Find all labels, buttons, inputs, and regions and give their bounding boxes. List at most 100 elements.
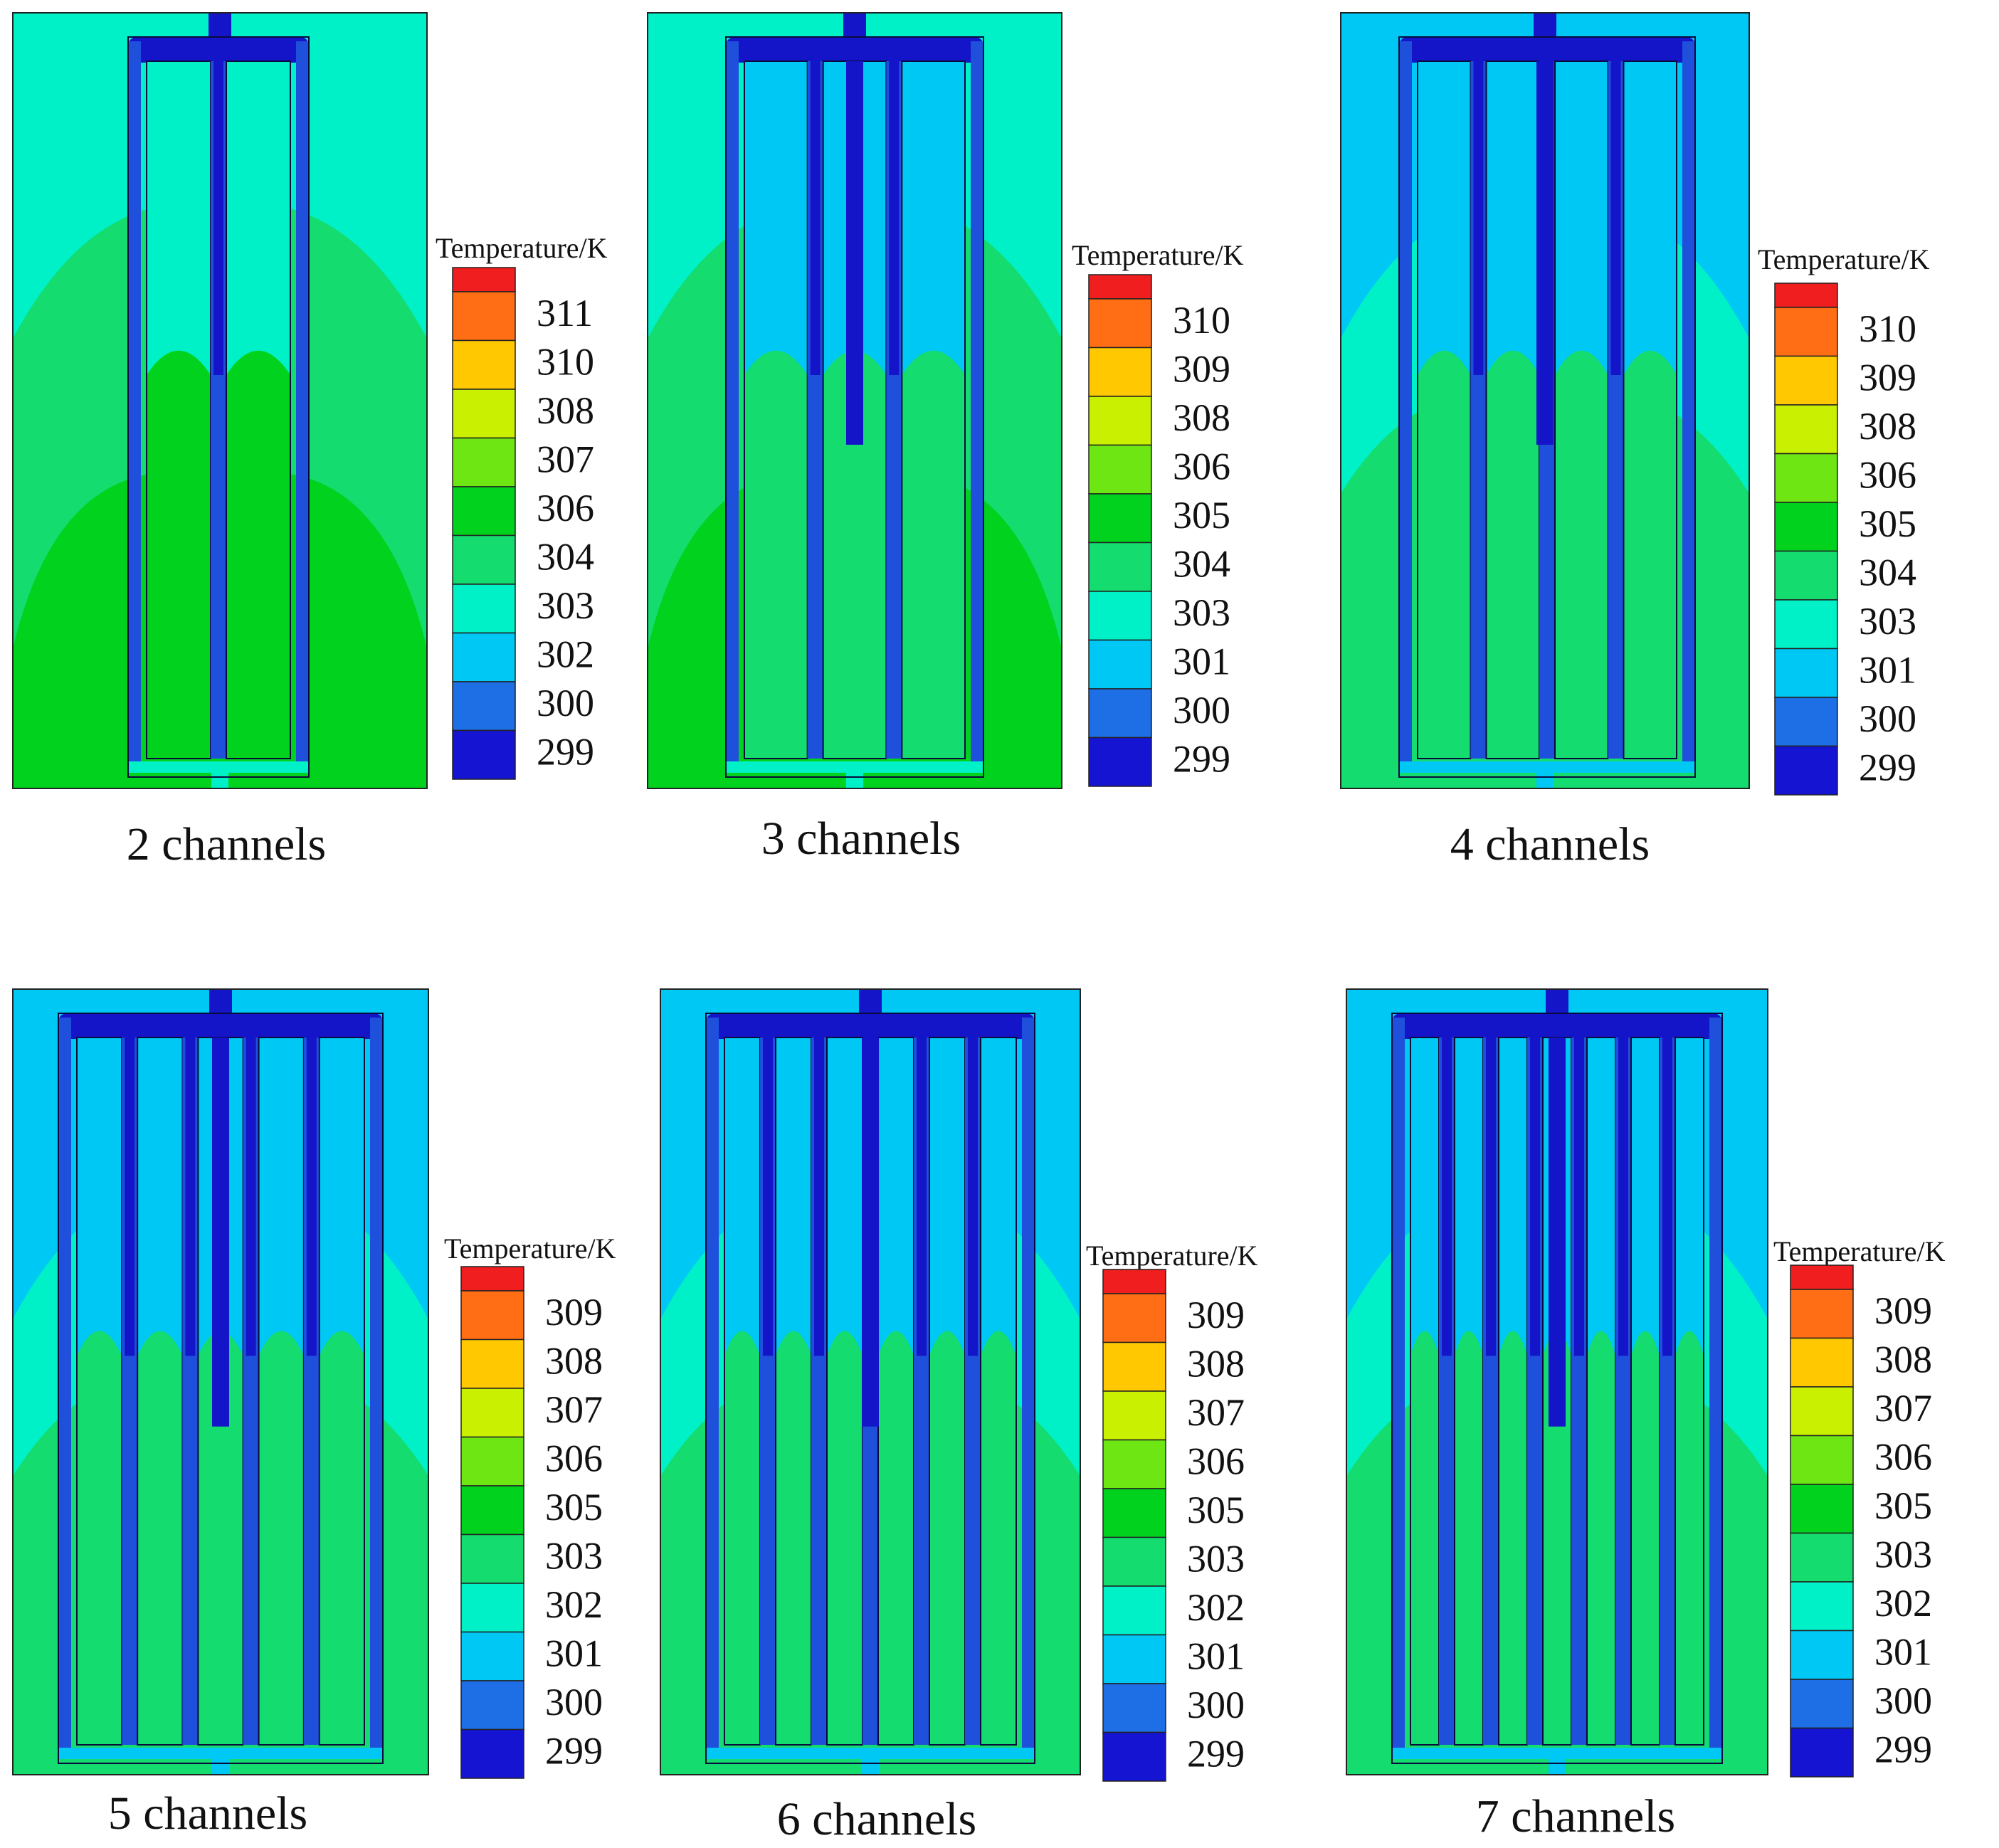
channel-fill-top: [77, 1037, 122, 1356]
legend-value: 310: [1859, 307, 1916, 350]
channel-outline: [980, 1037, 1017, 1746]
manifold-outline: [705, 1013, 1035, 1764]
legend-swatch: [1790, 1727, 1854, 1778]
header-pipe: [1399, 37, 1695, 63]
legend-value: 299: [1874, 1728, 1932, 1771]
channel-fill-top: [1418, 61, 1471, 375]
legend-swatch: [460, 1436, 524, 1487]
header-pipe: [1392, 1013, 1722, 1039]
legend-value: 299: [1187, 1733, 1245, 1775]
legend-swatch: [1102, 1634, 1166, 1684]
legend-value: 305: [1173, 494, 1230, 537]
channel-fill-top: [827, 1037, 863, 1356]
legend-value: 309: [1859, 357, 1916, 399]
channel-divider-core: [1473, 61, 1484, 375]
legend-value: 302: [545, 1583, 603, 1626]
channel-fill-top: [319, 1037, 364, 1356]
legend-swatch-top: [460, 1266, 524, 1292]
temperature-legend: Temperature/K 310 309 308 306 305 304 303 301 300…: [1072, 239, 1244, 787]
legend-swatch-top: [1088, 274, 1152, 300]
channel-fill-top: [724, 1037, 760, 1356]
cooling-channel: [1630, 1037, 1660, 1746]
channel-divider-core: [889, 61, 900, 375]
legend-value: 303: [537, 584, 594, 627]
legend-swatch: [1774, 550, 1838, 601]
channel-fill-top: [929, 1037, 965, 1356]
channel-divider-core: [1442, 1037, 1452, 1356]
legend-swatch: [452, 681, 516, 732]
header-pipe: [706, 1013, 1035, 1039]
legend-swatch: [460, 1339, 524, 1389]
legend-title: Temperature/K: [1758, 243, 1930, 275]
legend-value: 301: [545, 1632, 603, 1675]
cooling-channel: [775, 1037, 812, 1746]
legend-value: 307: [537, 438, 594, 481]
legend-swatch: [1790, 1532, 1854, 1583]
legend-swatch: [1790, 1581, 1854, 1632]
cooling-channel: [226, 60, 291, 759]
legend-value: 303: [1874, 1533, 1932, 1576]
frame-left: [1399, 41, 1412, 773]
legend-value: 309: [545, 1291, 603, 1334]
legend-swatch: [452, 291, 516, 342]
frame-right: [971, 41, 983, 773]
legend-swatch: [1102, 1731, 1166, 1782]
legend-title: Temperature/K: [1773, 1235, 1946, 1267]
frame-right: [1709, 1018, 1722, 1759]
legend-value: 308: [1874, 1339, 1932, 1381]
legend-swatch: [1774, 648, 1838, 698]
central-trunk: [862, 1037, 879, 1427]
legend-swatch: [1088, 298, 1152, 349]
panel-5-channels: Temperature/K 309 308 307 306 305 303 302 301 300…: [12, 988, 616, 1839]
cooling-channel: [1485, 60, 1540, 759]
frame-right: [1682, 41, 1695, 773]
legend-value: 306: [545, 1437, 603, 1480]
cooling-channel: [724, 1037, 761, 1746]
legend-swatch: [1774, 355, 1838, 406]
legend-value: 299: [537, 731, 594, 773]
legend-swatch: [1088, 639, 1152, 690]
legend-swatch: [1102, 1390, 1166, 1441]
legend-swatch: [1790, 1679, 1854, 1729]
legend-value: 301: [1187, 1635, 1245, 1678]
channel-outline: [1623, 60, 1677, 759]
temperature-field: [13, 989, 428, 1775]
cooling-channel: [744, 60, 808, 759]
legend-value: 305: [545, 1486, 603, 1528]
legend-value: 307: [545, 1388, 603, 1431]
channel-divider-core: [1618, 1037, 1628, 1356]
panel-border: [1346, 988, 1768, 1775]
legend-value: 300: [1859, 697, 1916, 740]
panel-border: [660, 988, 1081, 1775]
legend-swatch: [452, 729, 516, 780]
temperature-legend: Temperature/K 309 308 307 306 305 303 302 301 300…: [444, 1232, 616, 1779]
central-trunk: [1536, 61, 1554, 445]
legend-swatch: [452, 584, 516, 634]
legend-swatch: [452, 486, 516, 537]
legend-value: 306: [1874, 1436, 1932, 1479]
legend-swatch: [1102, 1341, 1166, 1392]
legend-value: 308: [1859, 405, 1916, 448]
channel-fill-top: [1675, 1037, 1704, 1356]
cooling-channel: [877, 1037, 914, 1746]
frame-right: [370, 1018, 383, 1759]
header-pipe: [58, 1013, 383, 1039]
channel-fill-top: [744, 61, 808, 375]
channel-outline: [901, 60, 966, 759]
legend-swatch: [1774, 453, 1838, 503]
legend-value: 303: [1859, 600, 1916, 643]
cooling-channel: [1410, 1037, 1440, 1746]
legend-swatch-top: [1774, 283, 1838, 308]
panel-caption: 6 channels: [777, 1793, 976, 1845]
channel-fill-top: [147, 61, 211, 375]
temperature-legend: Temperature/K 311 310 308 307 306 304 303 302 300…: [436, 232, 608, 780]
panel-2-channels: Temperature/K 311 310 308 307 306 304 303 302 300…: [12, 12, 608, 870]
legend-swatch: [452, 534, 516, 585]
channel-fill-top: [1623, 61, 1677, 375]
frame-right: [1022, 1018, 1035, 1759]
cooling-channel: [1454, 1037, 1484, 1746]
legend-swatch: [460, 1533, 524, 1584]
panel-caption: 4 channels: [1450, 818, 1650, 870]
channel-divider-core: [968, 1037, 978, 1356]
legend-swatch: [452, 339, 516, 390]
